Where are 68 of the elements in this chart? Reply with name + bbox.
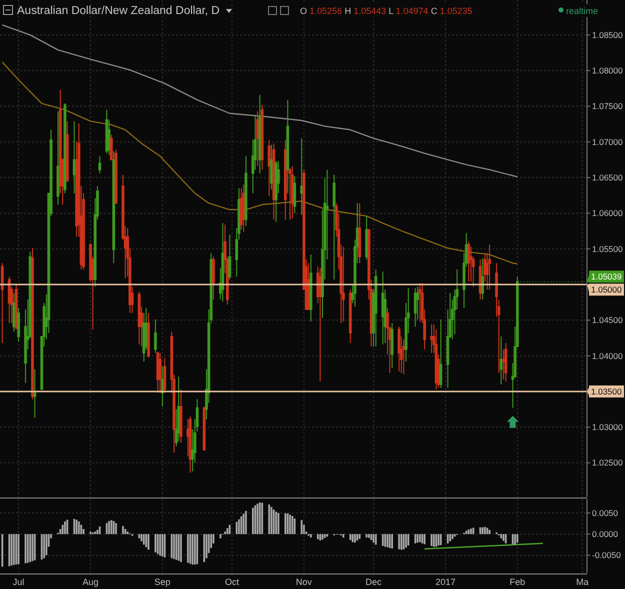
candlestick <box>256 110 259 167</box>
y-tick-label: 0.0050 <box>592 508 618 518</box>
candlestick <box>147 312 150 358</box>
candlestick <box>481 258 484 300</box>
candlestick <box>0 262 4 344</box>
x-tick-label: Aug <box>82 577 98 587</box>
y-tick-label: -0.0050 <box>592 550 622 560</box>
y-tick-label: 1.08000 <box>592 66 623 76</box>
annotation: realtime <box>566 6 598 16</box>
x-tick-label: Nov <box>296 577 312 587</box>
x-tick-label: Sep <box>154 577 170 587</box>
candlestick <box>342 246 345 322</box>
candlestick <box>98 156 102 174</box>
y-tick-label: 1.04000 <box>592 350 623 361</box>
x-tick-label: Dec <box>366 577 382 587</box>
candlestick <box>228 234 232 280</box>
candlestick <box>158 352 162 394</box>
candlestick <box>72 120 76 194</box>
candlestick <box>467 241 470 282</box>
candlestick <box>358 202 362 264</box>
chart-title: Australian Dollar/New Zealand Dollar, D <box>17 5 220 17</box>
x-tick-label: Oct <box>225 577 240 587</box>
y-tick-label: 1.06500 <box>592 172 623 183</box>
y-tick-label: 1.07000 <box>592 136 623 147</box>
candlestick <box>374 269 378 348</box>
candlestick <box>500 336 503 385</box>
line-series <box>2 24 518 178</box>
candlestick <box>161 366 164 407</box>
candlestick <box>56 110 60 206</box>
y-tick-label: 1.02500 <box>592 458 623 468</box>
y-tick-label: 1.04500 <box>592 315 623 326</box>
line-series <box>2 61 518 264</box>
ref-line-label: 1.03500 <box>591 386 622 396</box>
x-tick-label: 2017 <box>435 577 456 587</box>
y-tick-label: 1.05500 <box>592 244 623 254</box>
annotation: O 1.05256 H 1.05443 L 1.04974 C 1.05235 <box>300 6 472 16</box>
x-tick-label: Ma <box>576 577 589 587</box>
candlestick <box>398 326 400 372</box>
candlestick <box>381 271 384 345</box>
candlestick <box>310 254 312 322</box>
x-tick-label: Jul <box>12 577 24 587</box>
candlestick <box>390 322 394 368</box>
x-tick-label: Feb <box>510 577 526 587</box>
y-tick-label: 1.08500 <box>592 30 623 40</box>
candlestick <box>154 318 157 354</box>
y-tick-label: 0.0000 <box>592 529 618 540</box>
candlestick <box>300 138 304 216</box>
candlestick <box>318 268 322 382</box>
candlestick <box>212 256 215 300</box>
candlestick <box>286 99 290 194</box>
candlestick <box>418 282 422 322</box>
candlestick <box>430 324 433 354</box>
candlestick <box>439 318 442 388</box>
candlestick <box>31 248 34 400</box>
y-tick-label: 1.06000 <box>592 208 623 218</box>
candlestick <box>244 156 248 227</box>
ref-line-label: 1.05000 <box>591 284 622 295</box>
candlestick <box>180 388 182 444</box>
candlestick <box>33 368 36 418</box>
y-tick-label: 1.03000 <box>592 422 623 432</box>
candlestick <box>270 144 273 190</box>
y-tick-label: 1.07500 <box>592 101 623 112</box>
candlestick <box>17 308 20 342</box>
annotation: 1.05039 <box>591 272 622 282</box>
candlestick <box>274 160 278 222</box>
candlestick <box>332 174 336 280</box>
candlestick <box>402 338 406 375</box>
candlestick <box>268 139 271 197</box>
